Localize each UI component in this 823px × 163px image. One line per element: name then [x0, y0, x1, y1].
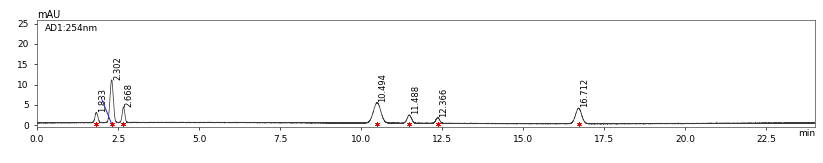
Text: 1.833: 1.833 — [98, 88, 107, 112]
Text: 16.712: 16.712 — [580, 78, 589, 107]
Text: 10.494: 10.494 — [379, 73, 388, 102]
Text: 2.302: 2.302 — [113, 56, 122, 80]
Text: AD1:254nm: AD1:254nm — [44, 24, 98, 33]
Text: mAU: mAU — [37, 10, 60, 20]
Text: 11.488: 11.488 — [411, 85, 420, 114]
Text: 2.668: 2.668 — [125, 83, 134, 107]
Text: min: min — [797, 129, 815, 138]
Text: 12.366: 12.366 — [439, 87, 448, 117]
